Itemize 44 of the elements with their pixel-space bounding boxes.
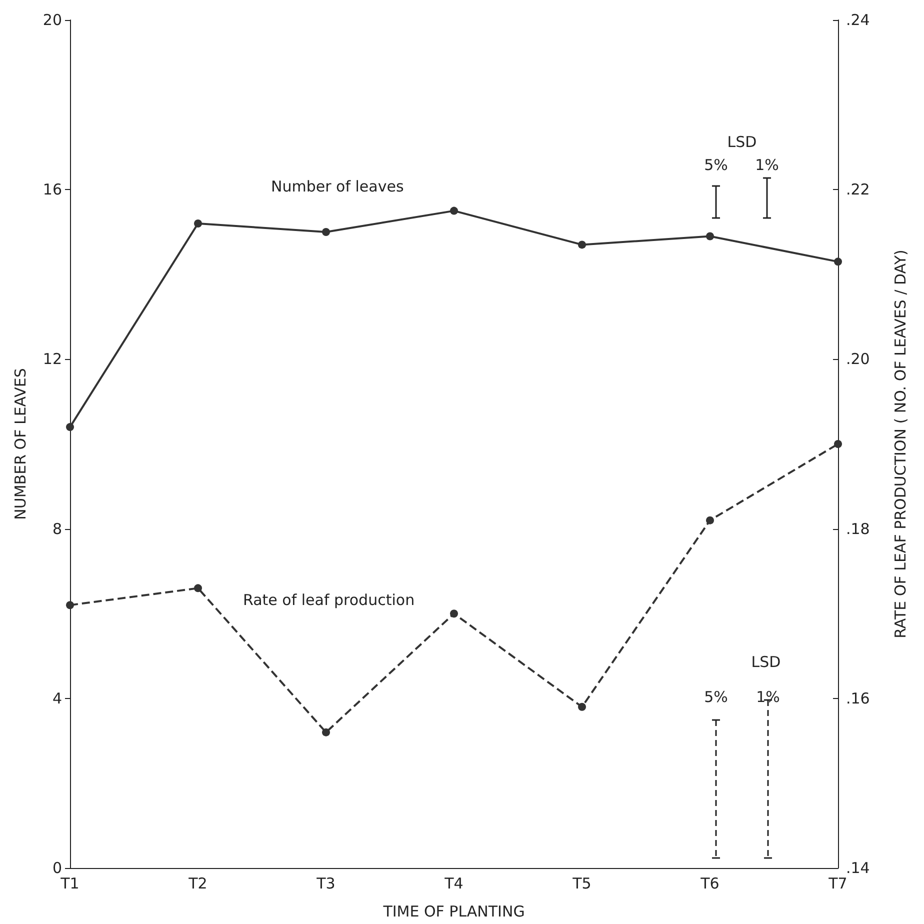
point: [194, 220, 202, 228]
series-label: Number of leaves: [271, 178, 404, 196]
x-tick-label: T3: [316, 874, 336, 892]
point: [834, 258, 842, 266]
point: [66, 423, 74, 432]
x-tick-label: T7: [828, 874, 848, 892]
y-tick-label: 0: [52, 859, 62, 877]
x-tick-label: T1: [60, 874, 80, 892]
x-axis-title: TIME OF PLANTING: [382, 902, 525, 920]
y2-tick-label: .14: [846, 859, 870, 877]
point: [450, 206, 458, 215]
y2-tick-label: .20: [846, 350, 870, 368]
y-tick-label: 4: [52, 689, 62, 708]
series-label: Rate of leaf production: [243, 591, 415, 610]
point: [834, 440, 842, 448]
annotation: LSD: [751, 653, 781, 671]
point: [578, 702, 586, 711]
y2-axis-title: RATE OF LEAF PRODUCTION ( NO. OF LEAVES / DAY): [892, 250, 910, 638]
point: [66, 601, 74, 610]
y-tick-label: 8: [52, 520, 62, 538]
x-tick-label: T6: [700, 874, 720, 892]
annotation: 5%: [704, 688, 728, 706]
x-tick-label: T4: [444, 874, 464, 892]
point: [706, 516, 714, 524]
y-tick-label: 20: [42, 11, 62, 29]
y2-tick-label: .24: [846, 11, 870, 29]
y-tick-label: 12: [42, 350, 62, 368]
point: [578, 240, 586, 249]
y-tick-label: 16: [42, 180, 62, 199]
point: [450, 610, 458, 618]
point: [706, 232, 714, 240]
annotation: 1%: [755, 156, 779, 174]
y-axis-title: NUMBER OF LEAVES: [12, 368, 30, 520]
x-tick-label: T2: [188, 874, 208, 892]
x-tick-label: T5: [572, 874, 592, 892]
annotation: 5%: [704, 156, 728, 174]
annotation: 1%: [756, 688, 780, 706]
y2-tick-label: .18: [846, 520, 870, 538]
point: [322, 228, 330, 236]
point: [194, 584, 202, 592]
y2-tick-label: .22: [846, 180, 870, 199]
annotation: LSD: [727, 133, 757, 151]
point: [322, 728, 330, 736]
y2-tick-label: .16: [846, 689, 870, 708]
